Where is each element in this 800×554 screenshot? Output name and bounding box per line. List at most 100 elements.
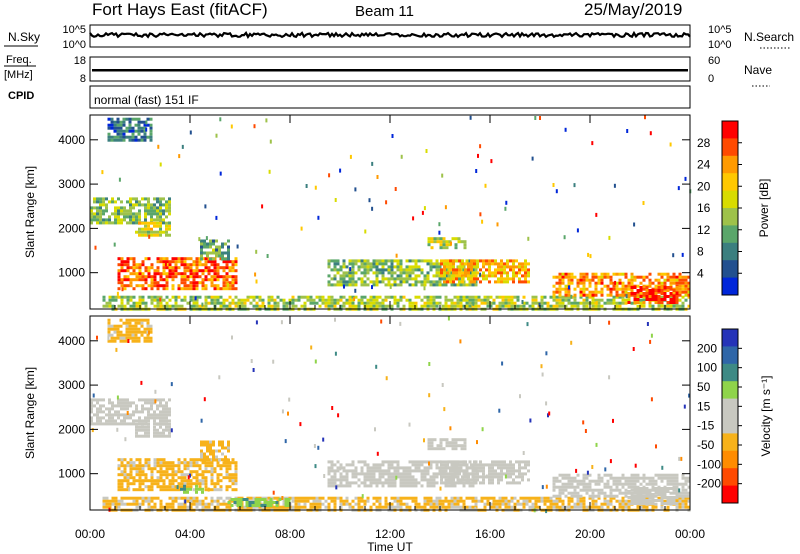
echo-cell xyxy=(148,330,150,335)
echo-cell xyxy=(585,304,589,308)
echo-cell xyxy=(129,461,133,465)
echo-cell xyxy=(636,487,640,490)
echo-cell xyxy=(482,274,485,278)
echo-cell xyxy=(627,505,631,509)
echo-cell xyxy=(687,293,691,297)
echo-cell xyxy=(209,452,212,456)
echo-cell xyxy=(150,203,153,207)
echo-cell xyxy=(648,278,652,282)
echo-cell xyxy=(313,444,316,448)
echo-cell xyxy=(414,274,418,278)
echo-cell xyxy=(636,493,640,496)
echo-cell xyxy=(642,201,645,205)
echo-cell xyxy=(125,321,129,325)
echo-cell xyxy=(225,278,229,282)
echo-cell xyxy=(666,476,670,480)
echo-cell xyxy=(141,227,144,231)
echo-cell xyxy=(588,284,592,288)
echo-cell xyxy=(231,301,235,305)
echo-cell xyxy=(570,278,574,282)
echo-cell xyxy=(144,215,147,219)
echo-cell xyxy=(297,502,301,506)
echo-cell xyxy=(165,221,168,225)
echo-cell xyxy=(234,269,238,273)
echo-cell xyxy=(624,499,628,503)
echo-cell xyxy=(209,245,212,249)
echo-cell xyxy=(678,502,682,506)
echo-cell xyxy=(200,254,203,258)
echo-cell xyxy=(165,404,168,408)
echo-cell xyxy=(473,274,476,278)
echo-cell xyxy=(324,301,328,305)
echo-cell xyxy=(228,464,232,468)
echo-cell xyxy=(627,479,631,483)
echo-cell xyxy=(102,221,105,225)
echo-cell xyxy=(455,466,458,470)
echo-cell xyxy=(178,154,181,159)
echo-cell xyxy=(633,482,637,486)
echo-cell xyxy=(102,410,105,414)
echo-cell xyxy=(105,407,108,411)
echo-cell xyxy=(633,496,637,500)
echo-cell xyxy=(447,484,451,488)
echo-cell xyxy=(582,479,586,483)
echo-cell xyxy=(669,482,673,486)
echo-cell xyxy=(450,505,454,509)
echo-cell xyxy=(203,452,206,456)
echo-cell xyxy=(476,466,479,470)
echo-cell xyxy=(156,398,159,402)
echo-cell xyxy=(576,491,580,495)
echo-cell xyxy=(500,475,503,479)
echo-cell xyxy=(507,298,511,302)
echo-cell xyxy=(224,251,227,255)
echo-cell xyxy=(503,271,506,275)
echo-cell xyxy=(168,431,171,435)
echo-cell xyxy=(294,502,298,506)
echo-cell xyxy=(420,472,424,476)
echo-cell xyxy=(231,298,235,302)
echo-cell xyxy=(429,295,433,299)
echo-cell xyxy=(427,243,431,247)
echo-cell xyxy=(627,496,631,499)
echo-cell xyxy=(657,278,661,282)
echo-cell xyxy=(648,502,652,505)
echo-cell xyxy=(490,159,493,164)
echo-cell xyxy=(141,419,144,423)
echo-cell xyxy=(162,278,166,282)
echo-cell xyxy=(684,496,688,500)
echo-cell xyxy=(642,304,646,308)
echo-cell xyxy=(129,197,132,201)
echo-cell xyxy=(570,340,573,345)
echo-cell xyxy=(146,321,150,325)
echo-cell xyxy=(108,401,111,405)
echo-cell xyxy=(120,488,124,492)
echo-cell xyxy=(498,499,502,503)
echo-cell xyxy=(452,469,455,473)
echo-cell xyxy=(309,295,313,299)
echo-cell xyxy=(411,259,415,263)
echo-cell xyxy=(684,476,688,480)
echo-cell xyxy=(675,301,679,304)
echo-cell xyxy=(327,502,331,506)
echo-cell xyxy=(144,233,147,237)
echo-cell xyxy=(509,463,512,467)
echo-cell xyxy=(345,301,349,305)
echo-cell xyxy=(524,271,527,275)
echo-cell xyxy=(436,237,440,241)
echo-cell xyxy=(471,283,475,287)
echo-cell xyxy=(137,318,141,322)
echo-cell xyxy=(162,505,166,509)
echo-cell xyxy=(405,466,409,470)
nsearch-tick-low: 10^0 xyxy=(708,39,732,51)
echo-cell xyxy=(564,275,568,279)
echo-cell xyxy=(227,248,230,252)
echo-cell xyxy=(366,478,370,482)
echo-cell xyxy=(612,272,616,276)
echo-cell xyxy=(454,441,458,445)
echo-cell xyxy=(561,275,565,279)
echo-cell xyxy=(509,259,512,263)
echo-cell xyxy=(225,473,229,477)
echo-cell xyxy=(215,254,218,258)
echo-cell xyxy=(141,295,145,299)
echo-cell xyxy=(443,463,446,467)
